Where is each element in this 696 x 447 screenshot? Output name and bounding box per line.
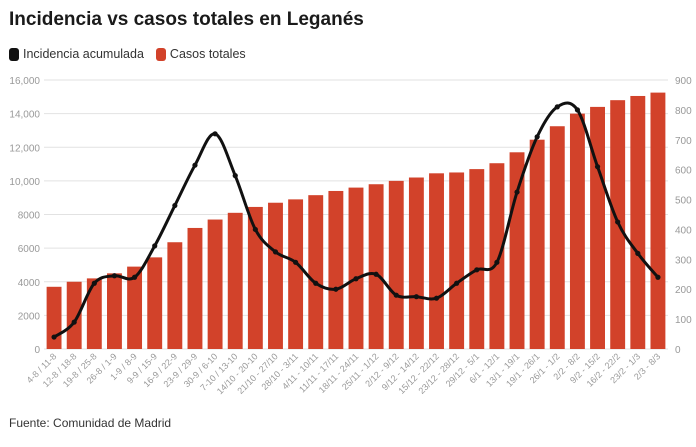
bar <box>207 219 223 349</box>
bar <box>187 227 203 349</box>
line-point <box>293 259 299 265</box>
line-point <box>333 286 339 292</box>
bar <box>127 266 143 349</box>
y-right-tick-label: 200 <box>675 285 692 296</box>
bar <box>66 281 82 349</box>
line-point <box>554 104 560 110</box>
line-point <box>111 273 118 279</box>
line-point <box>252 226 258 233</box>
y-right-tick-label: 400 <box>675 225 692 236</box>
line-point <box>454 280 460 286</box>
bar <box>630 95 646 349</box>
line-point <box>655 274 661 280</box>
chart-title: Incidencia vs casos totales en Leganés <box>9 9 364 30</box>
bar <box>46 286 62 349</box>
y-right-tick-label: 100 <box>675 315 692 326</box>
bar <box>227 212 243 349</box>
line-point <box>494 259 500 265</box>
bar <box>368 184 384 349</box>
bar <box>469 169 485 349</box>
line-point <box>393 292 399 298</box>
bar <box>590 106 605 350</box>
y-left-tick-label: 16,000 <box>9 76 40 87</box>
bar <box>167 242 183 349</box>
legend-item-incidencia: Incidencia acumulada <box>9 47 144 61</box>
line-point <box>353 276 359 282</box>
bar <box>429 173 444 349</box>
y-right-tick-label: 0 <box>675 345 681 356</box>
y-left-tick-label: 2000 <box>18 311 41 322</box>
bar <box>489 163 505 349</box>
line-point <box>51 334 57 340</box>
legend-label-incidencia: Incidencia acumulada <box>23 47 144 61</box>
bar <box>86 278 102 349</box>
line-point <box>131 274 138 280</box>
line-point <box>514 189 520 195</box>
bar <box>529 139 545 349</box>
y-right-tick-label: 500 <box>675 196 692 207</box>
bar <box>328 190 344 349</box>
y-right-tick-label: 600 <box>675 166 692 177</box>
bar <box>348 187 364 349</box>
bar <box>549 126 565 349</box>
bar <box>569 113 585 349</box>
line-point <box>615 219 621 225</box>
y-left-tick-label: 8000 <box>18 211 41 222</box>
legend-item-casos: Casos totales <box>155 47 246 61</box>
line-point <box>534 134 540 140</box>
line-point <box>594 164 601 170</box>
line-point <box>212 131 218 137</box>
bar <box>288 199 304 349</box>
y-left-tick-label: 0 <box>34 345 40 356</box>
line-point <box>635 250 641 256</box>
line-point <box>172 202 178 209</box>
y-left-tick-label: 14,000 <box>9 110 40 121</box>
bar <box>247 206 263 349</box>
legend-label-casos: Casos totales <box>169 47 246 61</box>
line-point <box>313 280 319 286</box>
bar <box>509 152 525 349</box>
line-point <box>272 249 279 255</box>
source-note: Fuente: Comunidad de Madrid <box>9 416 172 430</box>
bar <box>388 180 404 349</box>
bar <box>107 273 122 349</box>
bar <box>408 177 424 349</box>
line-point <box>232 173 238 179</box>
line-point <box>474 267 480 273</box>
bar <box>308 195 324 349</box>
bar <box>449 172 465 349</box>
bar <box>268 202 283 349</box>
line-point <box>192 162 198 168</box>
y-left-tick-label: 4000 <box>18 278 41 289</box>
bar <box>147 257 163 349</box>
y-left-tick-label: 6000 <box>18 244 41 255</box>
line-point <box>91 280 97 286</box>
y-right-tick-label: 700 <box>675 136 692 147</box>
bar <box>650 92 666 349</box>
y-right-tick-label: 300 <box>675 255 692 266</box>
y-right-tick-label: 800 <box>675 106 692 117</box>
legend-swatch-line <box>9 47 19 61</box>
legend: Incidencia acumulada Casos totales <box>9 47 258 61</box>
line-point <box>574 107 581 113</box>
legend-swatch-bar <box>155 47 166 61</box>
line-point <box>413 294 419 300</box>
line-point <box>152 243 158 249</box>
y-left-tick-label: 10,000 <box>9 177 40 188</box>
line-point <box>373 271 379 277</box>
line-point <box>433 295 440 301</box>
y-right-tick-label: 900 <box>675 76 692 87</box>
line-point <box>71 319 77 325</box>
y-left-tick-label: 12,000 <box>9 143 40 154</box>
